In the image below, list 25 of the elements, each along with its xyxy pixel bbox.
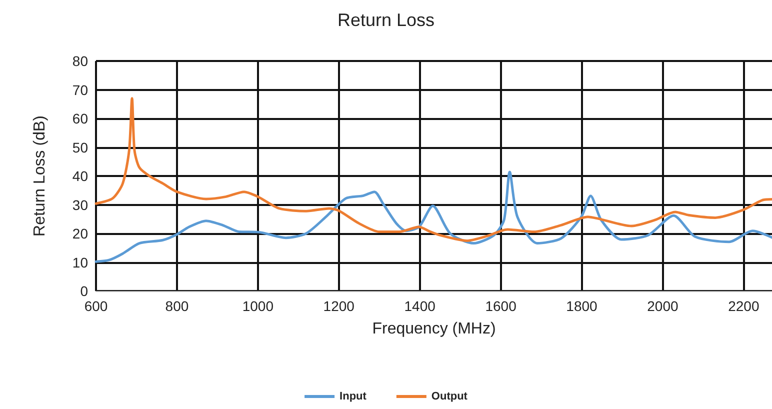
- x-tick-label: 600: [84, 298, 108, 314]
- x-tick-label: 2000: [647, 298, 678, 314]
- x-tick-label: 1600: [485, 298, 517, 314]
- y-axis-title: Return Loss (dB): [32, 116, 48, 236]
- y-tick-label: 70: [72, 82, 88, 98]
- x-tick-label: 1800: [566, 298, 598, 314]
- x-axis-title: Frequency (MHz): [372, 320, 496, 338]
- chart-title: Return Loss: [337, 10, 435, 30]
- y-tick-label: 60: [72, 110, 88, 126]
- y-tick-label: 10: [72, 254, 88, 270]
- y-tick-label: 80: [72, 53, 88, 69]
- y-tick-label: 0: [80, 283, 88, 299]
- x-tick-label: 1400: [404, 298, 436, 314]
- line-series: [94, 170, 772, 263]
- x-tick-label: 1000: [242, 298, 274, 314]
- y-tick-label: 30: [72, 196, 88, 213]
- legend-label: Input: [340, 390, 367, 402]
- x-tick-label: 2200: [728, 298, 760, 314]
- line-series: [94, 97, 772, 242]
- y-tick-label: 50: [72, 139, 88, 156]
- y-tick-label: 20: [72, 226, 88, 242]
- x-tick-label: 800: [165, 298, 189, 314]
- x-tick-label: 1200: [323, 298, 355, 314]
- legend-label: Output: [431, 390, 468, 402]
- y-tick-label: 40: [72, 168, 88, 184]
